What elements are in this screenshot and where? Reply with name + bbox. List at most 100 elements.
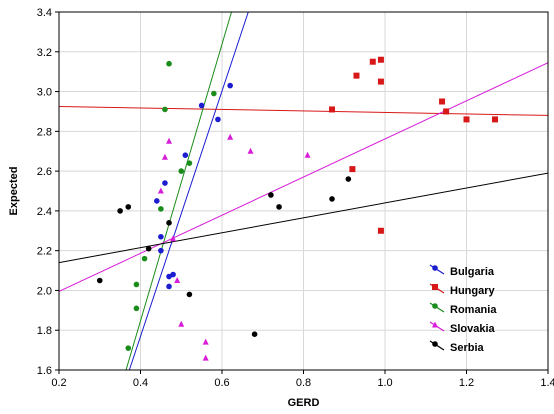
data-point-bulgaria bbox=[227, 82, 233, 89]
data-point-slovakia bbox=[304, 151, 311, 158]
data-point-bulgaria bbox=[158, 233, 164, 240]
data-point-slovakia bbox=[157, 187, 164, 194]
y-tick-label: 2.8 bbox=[37, 126, 52, 138]
data-point-hungary bbox=[439, 98, 446, 105]
data-point-serbia bbox=[276, 204, 282, 210]
data-point-romania bbox=[186, 160, 193, 166]
legend-item-romania: Romania bbox=[429, 302, 497, 316]
data-point-bulgaria bbox=[166, 283, 172, 290]
legend-item-hungary: Hungary bbox=[429, 283, 496, 297]
data-point-romania bbox=[125, 345, 132, 351]
data-point-bulgaria bbox=[170, 271, 176, 278]
data-point-romania bbox=[141, 255, 148, 262]
legend-marker-romania bbox=[432, 303, 438, 309]
trend-line-bulgaria bbox=[128, 12, 249, 370]
data-point-hungary bbox=[492, 116, 499, 123]
y-tick-label: 1.8 bbox=[37, 325, 52, 337]
series-bulgaria bbox=[154, 82, 233, 290]
x-tick-label: 1.4 bbox=[540, 377, 554, 389]
data-point-slovakia bbox=[161, 153, 168, 160]
data-point-hungary bbox=[377, 227, 384, 234]
data-point-romania bbox=[178, 168, 185, 174]
data-point-bulgaria bbox=[158, 247, 164, 254]
data-point-serbia bbox=[251, 331, 258, 338]
legend-marker-bulgaria bbox=[432, 265, 438, 271]
data-point-hungary bbox=[329, 106, 336, 113]
data-point-bulgaria bbox=[182, 152, 189, 158]
x-tick-label: 1.2 bbox=[459, 377, 474, 389]
data-point-hungary bbox=[377, 56, 384, 63]
legend-label-romania: Romania bbox=[450, 304, 497, 316]
data-point-romania bbox=[162, 106, 168, 113]
series-romania bbox=[125, 60, 217, 351]
legend: Bulgaria Hungary Romania Slovakia Serbia bbox=[429, 264, 497, 354]
data-point-serbia bbox=[145, 245, 152, 252]
data-point-hungary bbox=[377, 78, 384, 85]
data-point-bulgaria bbox=[198, 102, 205, 109]
x-tick-label: 0.6 bbox=[214, 377, 229, 389]
data-point-serbia bbox=[166, 220, 172, 226]
data-point-slovakia bbox=[166, 137, 173, 144]
y-tick-label: 2.4 bbox=[37, 206, 52, 218]
data-point-serbia bbox=[186, 291, 193, 298]
series-serbia bbox=[96, 176, 352, 338]
y-tick-label: 3.2 bbox=[37, 47, 52, 59]
data-point-serbia bbox=[125, 204, 132, 210]
trend-line-hungary bbox=[59, 105, 548, 116]
data-point-bulgaria bbox=[215, 116, 221, 123]
y-tick-label: 2.0 bbox=[37, 285, 52, 297]
x-axis-title: GERD bbox=[288, 397, 320, 409]
legend-item-serbia: Serbia bbox=[429, 340, 485, 354]
data-points bbox=[96, 56, 499, 361]
data-point-romania bbox=[133, 281, 140, 288]
legend-marker-slovakia bbox=[432, 321, 438, 328]
data-point-slovakia bbox=[202, 338, 209, 345]
data-point-hungary bbox=[353, 72, 360, 79]
y-tick-label: 3.4 bbox=[37, 7, 52, 19]
legend-label-serbia: Serbia bbox=[450, 342, 485, 354]
legend-marker-serbia bbox=[432, 341, 438, 347]
y-tick-label: 3.0 bbox=[37, 87, 52, 99]
data-point-serbia bbox=[117, 208, 123, 214]
y-tick-label: 2.2 bbox=[37, 246, 52, 258]
data-point-romania bbox=[158, 206, 164, 212]
data-point-romania bbox=[211, 90, 217, 97]
trend-line-romania bbox=[125, 12, 232, 370]
legend-item-slovakia: Slovakia bbox=[429, 321, 496, 335]
data-point-hungary bbox=[463, 116, 470, 123]
legend-label-bulgaria: Bulgaria bbox=[450, 266, 495, 278]
data-point-hungary bbox=[443, 108, 450, 115]
data-point-slovakia bbox=[178, 320, 185, 327]
series-hungary bbox=[329, 56, 499, 234]
legend-label-slovakia: Slovakia bbox=[450, 323, 496, 335]
series-slovakia bbox=[157, 133, 311, 361]
x-tick-label: 1.0 bbox=[377, 377, 392, 389]
x-axis-ticks: 0.2 0.4 0.6 0.8 1.0 1.2 1.4 bbox=[51, 370, 554, 389]
data-point-slovakia bbox=[227, 133, 234, 140]
data-point-serbia bbox=[268, 192, 274, 198]
trend-line-slovakia bbox=[59, 62, 548, 292]
x-tick-label: 0.2 bbox=[51, 377, 66, 389]
data-point-slovakia bbox=[174, 277, 181, 283]
data-point-serbia bbox=[96, 277, 103, 284]
data-point-bulgaria bbox=[162, 180, 168, 186]
legend-marker-hungary bbox=[432, 284, 438, 290]
y-tick-label: 2.6 bbox=[37, 166, 52, 178]
data-point-bulgaria bbox=[154, 198, 160, 204]
data-point-serbia bbox=[329, 196, 335, 202]
y-axis-title: Expected bbox=[8, 167, 20, 216]
trend-line-serbia bbox=[59, 172, 548, 264]
data-point-slovakia bbox=[247, 147, 254, 154]
legend-item-bulgaria: Bulgaria bbox=[429, 264, 495, 278]
data-point-romania bbox=[133, 305, 140, 312]
data-point-slovakia bbox=[170, 235, 177, 242]
y-axis-ticks: 1.6 1.8 2.0 2.2 2.4 2.6 2.8 3.0 3.2 3.4 bbox=[37, 7, 59, 377]
data-point-hungary bbox=[349, 166, 356, 173]
data-point-romania bbox=[166, 60, 172, 67]
trend-lines bbox=[59, 12, 548, 370]
data-point-serbia bbox=[345, 176, 352, 182]
x-tick-label: 0.4 bbox=[133, 377, 148, 389]
data-point-hungary bbox=[369, 58, 376, 65]
data-point-slovakia bbox=[202, 354, 209, 361]
